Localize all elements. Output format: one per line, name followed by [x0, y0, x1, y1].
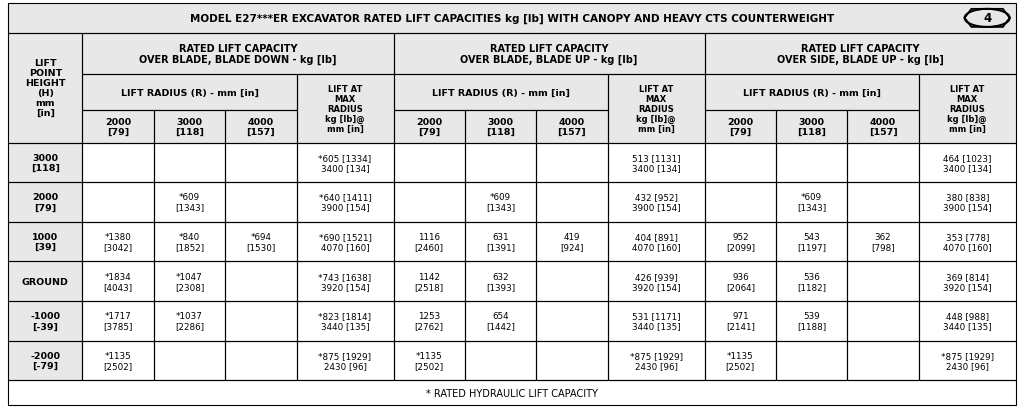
Bar: [8, 222, 83, 262]
Bar: [8, 34, 83, 143]
Bar: [154, 222, 225, 262]
Bar: [465, 222, 537, 262]
Bar: [8, 341, 83, 380]
Bar: [225, 262, 297, 301]
Text: LIFT AT
MAX
RADIUS
kg [lb]@
mm [in]: LIFT AT MAX RADIUS kg [lb]@ mm [in]: [326, 84, 365, 134]
Text: *640 [1411]
3900 [154]: *640 [1411] 3900 [154]: [318, 193, 372, 212]
Text: *1135
[2502]: *1135 [2502]: [726, 351, 755, 370]
Bar: [607, 262, 705, 301]
Bar: [83, 34, 393, 75]
Bar: [848, 111, 919, 143]
Text: -2000
[-79]: -2000 [-79]: [31, 351, 60, 370]
Bar: [776, 183, 848, 222]
Bar: [465, 341, 537, 380]
Bar: [848, 222, 919, 262]
Bar: [776, 111, 848, 143]
Text: 362
[798]: 362 [798]: [871, 233, 895, 252]
Bar: [393, 183, 465, 222]
Bar: [848, 341, 919, 380]
Text: 426 [939]
3920 [154]: 426 [939] 3920 [154]: [632, 272, 681, 291]
Text: 432 [952]
3900 [154]: 432 [952] 3900 [154]: [632, 193, 681, 212]
Bar: [393, 34, 705, 75]
Bar: [393, 111, 465, 143]
Text: MODEL E27***ER EXCAVATOR RATED LIFT CAPACITIES kg [lb] WITH CANOPY AND HEAVY CTS: MODEL E27***ER EXCAVATOR RATED LIFT CAPA…: [189, 14, 835, 24]
Bar: [919, 301, 1016, 341]
Text: RATED LIFT CAPACITY
OVER BLADE, BLADE UP - kg [lb]: RATED LIFT CAPACITY OVER BLADE, BLADE UP…: [461, 43, 638, 65]
Text: 2000
[79]: 2000 [79]: [416, 117, 442, 137]
Bar: [848, 262, 919, 301]
Text: *875 [1929]
2430 [96]: *875 [1929] 2430 [96]: [318, 351, 372, 370]
Bar: [919, 262, 1016, 301]
Bar: [393, 301, 465, 341]
Bar: [297, 75, 393, 143]
Bar: [537, 143, 607, 183]
Bar: [465, 143, 537, 183]
Bar: [83, 111, 154, 143]
Bar: [848, 143, 919, 183]
Bar: [537, 222, 607, 262]
Bar: [393, 262, 465, 301]
Bar: [297, 143, 393, 183]
Bar: [8, 183, 83, 222]
Bar: [297, 262, 393, 301]
Bar: [225, 222, 297, 262]
Bar: [8, 4, 1016, 34]
Text: *609
[1343]: *609 [1343]: [175, 193, 204, 212]
Bar: [607, 143, 705, 183]
Text: 380 [838]
3900 [154]: 380 [838] 3900 [154]: [943, 193, 991, 212]
Text: 3000
[118]: 3000 [118]: [31, 153, 59, 173]
Text: *1135
[2502]: *1135 [2502]: [415, 351, 443, 370]
Text: LIFT RADIUS (R) - mm [in]: LIFT RADIUS (R) - mm [in]: [121, 88, 258, 97]
Bar: [537, 143, 607, 183]
Bar: [83, 222, 154, 262]
Bar: [776, 341, 848, 380]
Bar: [607, 341, 705, 380]
Bar: [919, 341, 1016, 380]
Text: 952
[2099]: 952 [2099]: [726, 233, 755, 252]
Bar: [83, 341, 154, 380]
Bar: [537, 262, 607, 301]
Bar: [8, 301, 83, 341]
Bar: [8, 34, 83, 143]
Bar: [83, 75, 297, 111]
Text: 448 [988]
3440 [135]: 448 [988] 3440 [135]: [943, 312, 991, 330]
Bar: [919, 183, 1016, 222]
Bar: [83, 301, 154, 341]
Bar: [848, 183, 919, 222]
Text: 531 [1171]
3440 [135]: 531 [1171] 3440 [135]: [632, 312, 681, 330]
Bar: [83, 262, 154, 301]
Bar: [225, 341, 297, 380]
Bar: [705, 222, 776, 262]
Text: 3000
[118]: 3000 [118]: [486, 117, 515, 137]
Text: 3000
[118]: 3000 [118]: [175, 117, 204, 137]
Bar: [83, 222, 154, 262]
Bar: [607, 143, 705, 183]
Bar: [537, 262, 607, 301]
Bar: [705, 341, 776, 380]
Bar: [776, 222, 848, 262]
Text: 4000
[157]: 4000 [157]: [557, 117, 587, 137]
Bar: [225, 301, 297, 341]
Bar: [225, 262, 297, 301]
Bar: [297, 301, 393, 341]
Text: LIFT
POINT
HEIGHT
(H)
mm
[in]: LIFT POINT HEIGHT (H) mm [in]: [26, 59, 66, 118]
Bar: [465, 111, 537, 143]
Bar: [465, 262, 537, 301]
Bar: [919, 75, 1016, 143]
Bar: [83, 341, 154, 380]
Bar: [537, 341, 607, 380]
Bar: [154, 301, 225, 341]
Text: *1380
[3042]: *1380 [3042]: [103, 233, 133, 252]
Bar: [705, 183, 776, 222]
Bar: [393, 341, 465, 380]
Text: 4000
[157]: 4000 [157]: [868, 117, 897, 137]
Bar: [83, 75, 297, 111]
Bar: [393, 143, 465, 183]
Bar: [83, 183, 154, 222]
Bar: [8, 262, 83, 301]
Bar: [465, 222, 537, 262]
Bar: [537, 111, 607, 143]
Bar: [705, 34, 1016, 75]
Text: * RATED HYDRAULIC LIFT CAPACITY: * RATED HYDRAULIC LIFT CAPACITY: [426, 388, 598, 398]
Bar: [393, 183, 465, 222]
